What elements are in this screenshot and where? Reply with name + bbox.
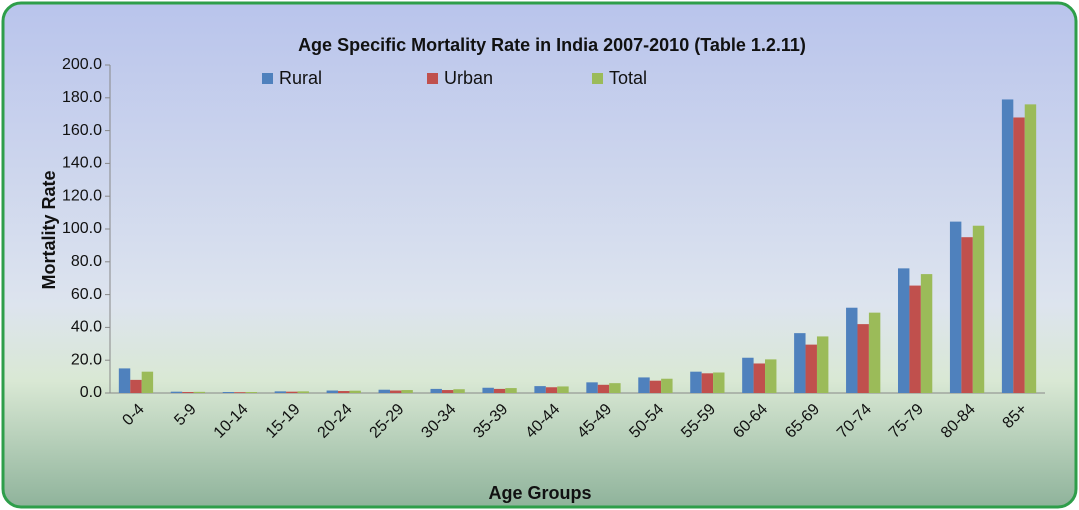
bar [949, 221, 962, 393]
bar [794, 333, 806, 393]
bar [690, 371, 702, 393]
legend-label: Urban [444, 68, 493, 88]
y-tick-label: 80.0 [71, 253, 102, 270]
legend-swatch [592, 73, 603, 84]
bar [430, 388, 442, 393]
bar [557, 386, 569, 393]
y-tick-label: 60.0 [71, 286, 102, 303]
y-tick-label: 40.0 [71, 319, 102, 336]
bar [972, 225, 985, 393]
bar [868, 312, 881, 393]
bar [326, 390, 339, 393]
bar [638, 377, 650, 393]
bar [545, 387, 558, 393]
y-tick-label: 140.0 [62, 155, 102, 172]
bar [338, 391, 350, 393]
bar [649, 380, 662, 393]
bar [857, 324, 869, 393]
bar [1013, 117, 1025, 393]
chart-title: Age Specific Mortality Rate in India 200… [298, 35, 806, 55]
bar [742, 357, 754, 393]
bar [816, 336, 829, 393]
bar [297, 391, 309, 393]
bar [961, 237, 973, 393]
bar [441, 390, 454, 393]
bar [897, 268, 910, 393]
bar [234, 392, 246, 393]
legend-label: Rural [279, 68, 322, 88]
bar [493, 388, 506, 393]
bar [170, 391, 183, 393]
bar [753, 363, 766, 393]
bar [1024, 104, 1037, 394]
bar [245, 392, 258, 393]
bar [1001, 99, 1014, 393]
y-axis-label: Mortality Rate [39, 170, 59, 289]
bar [141, 371, 154, 393]
bar [130, 379, 142, 393]
y-tick-label: 180.0 [62, 89, 102, 106]
bar [701, 373, 714, 393]
bar [453, 389, 465, 393]
bar [846, 307, 858, 393]
bar [286, 391, 298, 393]
bar [805, 344, 817, 393]
bar [920, 274, 933, 393]
bar [765, 359, 777, 393]
bar [222, 392, 235, 393]
bar [586, 382, 598, 393]
bar [505, 388, 517, 393]
bar [274, 391, 287, 393]
bar [482, 387, 494, 393]
bar [378, 389, 390, 393]
y-tick-label: 160.0 [62, 122, 102, 139]
y-tick-label: 0.0 [80, 384, 102, 401]
x-axis-label: Age Groups [488, 483, 591, 503]
legend-swatch [427, 73, 438, 84]
legend-swatch [262, 73, 273, 84]
y-tick-label: 100.0 [62, 220, 102, 237]
bar [609, 383, 621, 393]
bar [193, 391, 206, 393]
bar [909, 285, 921, 393]
bar [401, 390, 413, 393]
y-tick-label: 120.0 [62, 187, 102, 204]
bar [713, 372, 725, 393]
y-tick-label: 20.0 [71, 351, 102, 368]
bar [349, 390, 361, 393]
bar [661, 378, 673, 393]
bar [534, 386, 546, 393]
bar [118, 368, 131, 393]
bar [182, 392, 194, 393]
legend-label: Total [609, 68, 647, 88]
bar [597, 384, 610, 393]
bar [389, 390, 402, 393]
y-tick-label: 200.0 [62, 56, 102, 73]
